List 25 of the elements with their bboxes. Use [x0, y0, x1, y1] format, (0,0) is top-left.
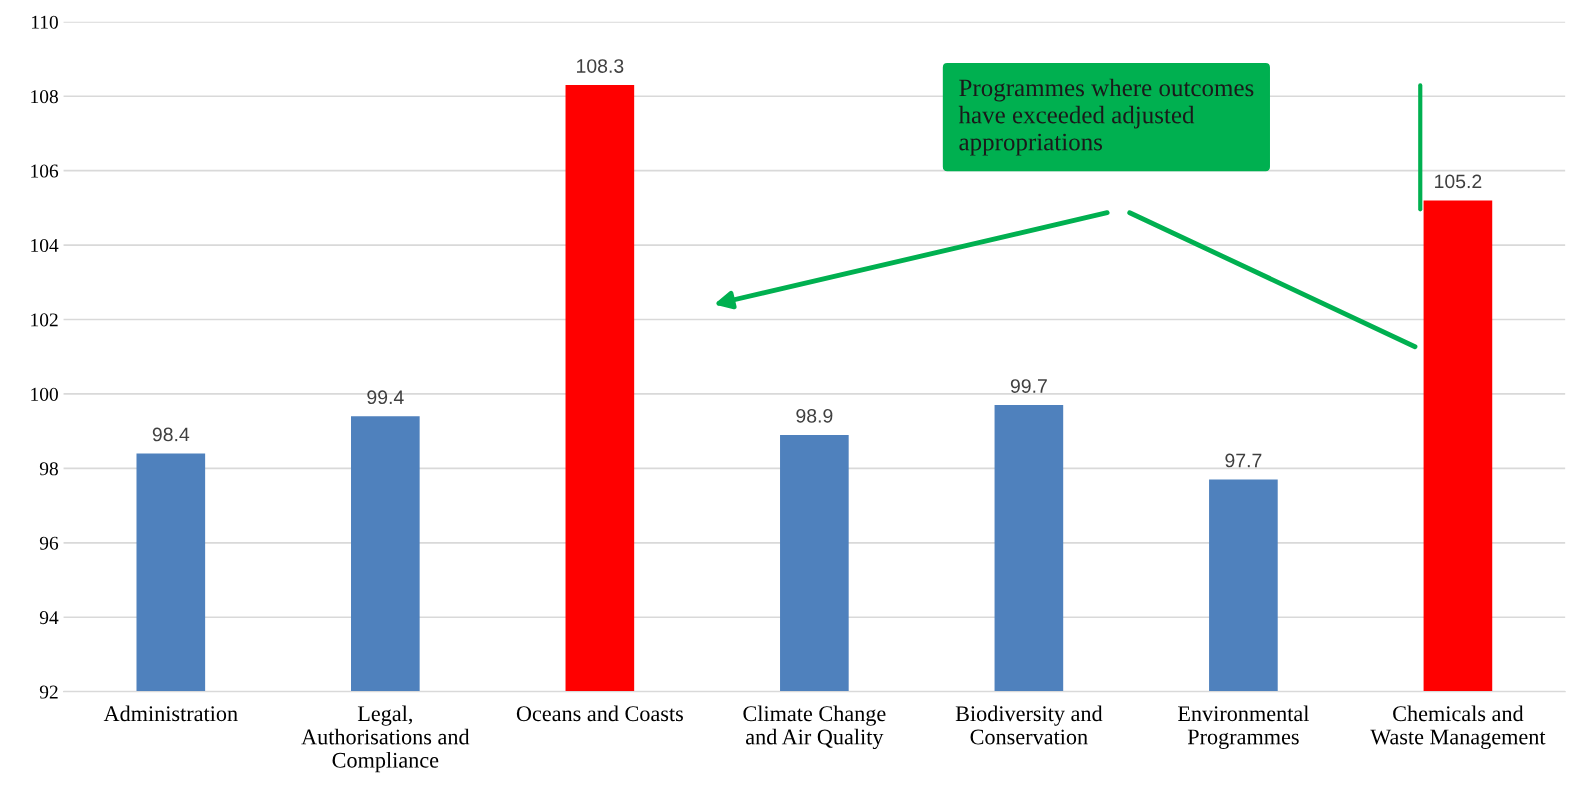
x-tick-label: Administration — [103, 705, 238, 722]
data-label: 108.3 — [577, 59, 624, 73]
data-label: 98.9 — [796, 408, 833, 423]
x-tick-label: Environmental Programmes — [1178, 705, 1309, 749]
y-tick-label: 98 — [39, 462, 58, 476]
x-tick-label: Chemicals and Waste Management — [1370, 705, 1546, 749]
x-tick-label: Oceans and Coasts — [516, 705, 683, 722]
data-label: 99.4 — [367, 390, 404, 405]
x-tick-label: Biodiversity and Conservation — [955, 705, 1103, 745]
y-tick-label: 110 — [31, 15, 58, 29]
y-tick-label: 108 — [31, 90, 58, 104]
y-tick-label: 96 — [39, 536, 59, 550]
data-label: 105.2 — [1435, 174, 1482, 189]
data-label: 97.7 — [1225, 453, 1262, 468]
x-tick-label: Climate Change and Air Quality — [743, 705, 886, 750]
y-tick-label: 102 — [31, 313, 58, 327]
y-tick-label: 94 — [39, 611, 59, 625]
y-tick-label: 104 — [31, 238, 59, 253]
y-tick-label: 100 — [31, 387, 58, 401]
y-tick-label: 106 — [31, 164, 59, 178]
x-tick-label: Legal, Authorisations and Compliance — [301, 705, 470, 773]
y-tick-label: 92 — [39, 685, 58, 699]
annotation: Programmes where outcomes have exceeded adjusted appropriations — [958, 78, 1254, 156]
data-label: 99.7 — [1010, 379, 1047, 393]
data-label: 98.4 — [152, 427, 190, 442]
